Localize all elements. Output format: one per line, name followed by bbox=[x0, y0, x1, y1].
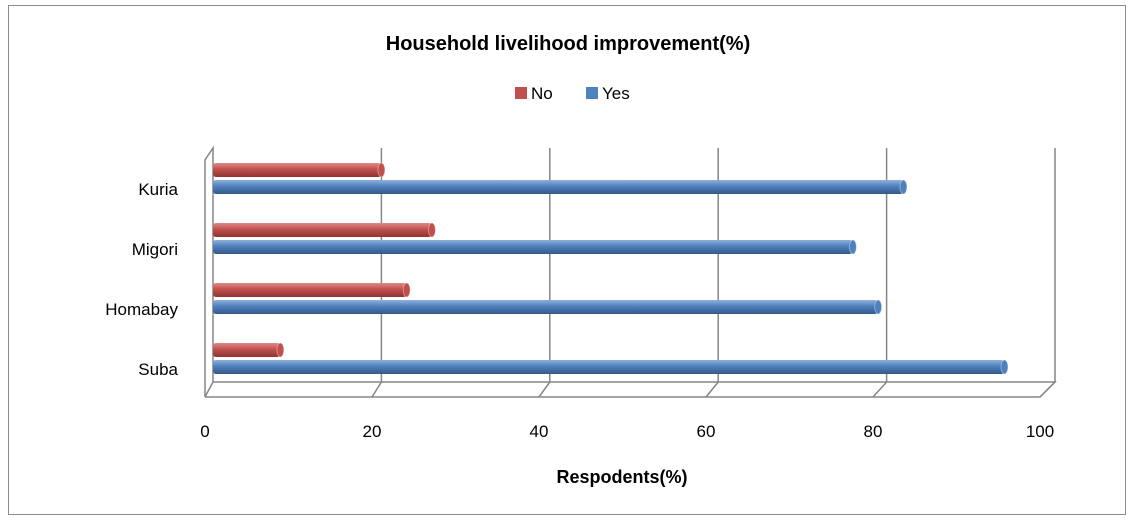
x-tick-label: 40 bbox=[530, 422, 549, 441]
legend-swatch-yes bbox=[586, 87, 598, 99]
x-tick-label: 100 bbox=[1026, 422, 1054, 441]
bar-yes-migori bbox=[213, 239, 857, 255]
floor-tick bbox=[371, 381, 383, 398]
chart-frame bbox=[8, 5, 1126, 515]
floor-tick bbox=[204, 381, 214, 398]
bar-cap bbox=[276, 342, 285, 358]
x-axis-title: Respodents(%) bbox=[556, 467, 687, 487]
axis-labels: 0 20 40 60 80 100 Kuria Migori Homabay Suba bbox=[105, 180, 1054, 441]
floor bbox=[205, 381, 1057, 398]
y-category-label: Suba bbox=[138, 360, 178, 379]
bar-body bbox=[213, 343, 281, 357]
bar-body bbox=[213, 180, 904, 194]
bar-no-migori bbox=[213, 222, 436, 238]
y-category-label: Kuria bbox=[138, 180, 178, 199]
x-tick-label: 0 bbox=[200, 422, 209, 441]
bar-no-kuria bbox=[213, 162, 386, 178]
floor-tick bbox=[538, 381, 551, 398]
bar-no-suba bbox=[213, 342, 285, 358]
legend: No Yes bbox=[515, 84, 630, 103]
bar-yes-kuria bbox=[213, 179, 908, 195]
legend-label-yes: Yes bbox=[602, 84, 630, 103]
bar-body bbox=[213, 360, 1005, 374]
floor-tick bbox=[1039, 381, 1056, 398]
bar-cap bbox=[848, 239, 857, 255]
bar-cap bbox=[377, 162, 386, 178]
bar-cap bbox=[899, 179, 908, 195]
bar-body bbox=[213, 223, 432, 237]
floor-tick bbox=[872, 381, 888, 398]
bar-cap bbox=[1000, 359, 1009, 375]
bar-body bbox=[213, 163, 382, 177]
left-wall bbox=[204, 145, 214, 397]
x-tick-label: 20 bbox=[363, 422, 382, 441]
x-tick-label: 80 bbox=[864, 422, 883, 441]
bar-body bbox=[213, 283, 407, 297]
chart-title: Household livelihood improvement(%) bbox=[386, 33, 750, 55]
floor-tick bbox=[705, 381, 719, 398]
legend-label-no: No bbox=[531, 84, 553, 103]
x-tick-label: 60 bbox=[697, 422, 716, 441]
y-category-label: Homabay bbox=[105, 300, 178, 319]
bar-cap bbox=[427, 222, 436, 238]
bar-yes-homabay bbox=[213, 299, 883, 315]
bars bbox=[213, 162, 1009, 375]
bar-yes-suba bbox=[213, 359, 1009, 375]
legend-swatch-no bbox=[515, 87, 527, 99]
bar-cap bbox=[874, 299, 883, 315]
bar-no-homabay bbox=[213, 282, 411, 298]
bar-body bbox=[213, 240, 853, 254]
bar-body bbox=[213, 300, 879, 314]
bar-cap bbox=[402, 282, 411, 298]
y-category-label: Migori bbox=[132, 240, 178, 259]
